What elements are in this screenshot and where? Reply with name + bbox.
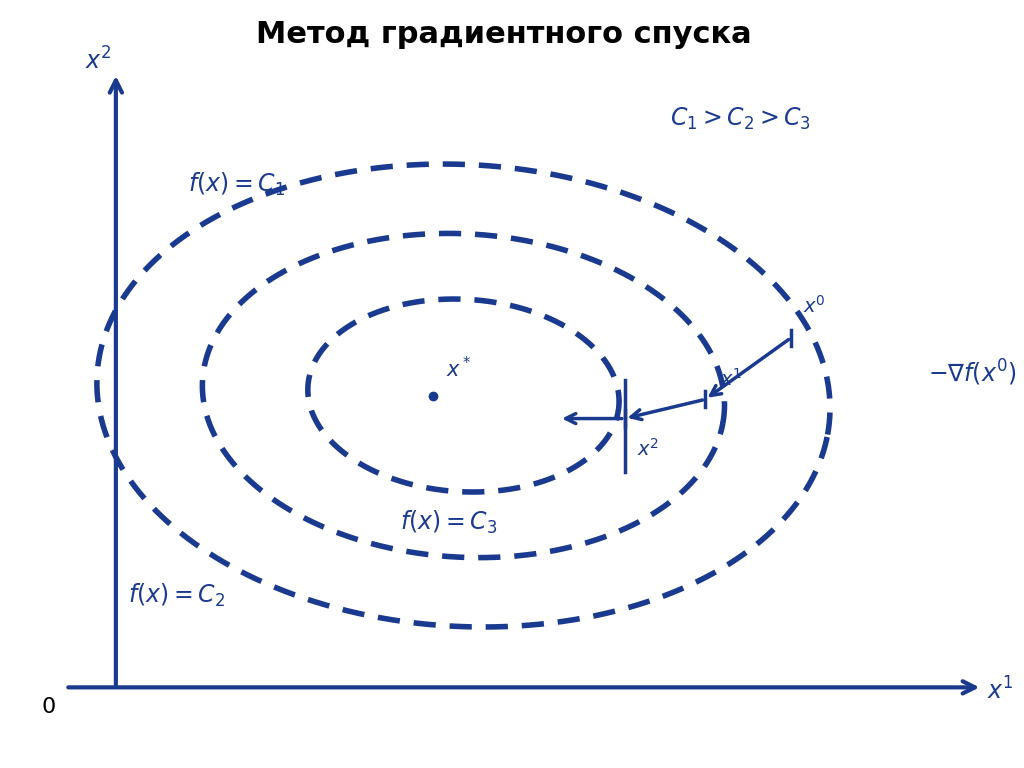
Text: $-\nabla f(x^0)$: $-\nabla f(x^0)$	[928, 357, 1017, 388]
Text: Метод градиентного спуска: Метод градиентного спуска	[256, 20, 752, 49]
Text: $x^*$: $x^*$	[445, 356, 471, 381]
Text: 0: 0	[41, 697, 55, 717]
Text: $f(x)=C_3$: $f(x)=C_3$	[399, 508, 497, 536]
Text: $x^1$: $x^1$	[987, 677, 1014, 705]
Text: $x^0$: $x^0$	[803, 294, 825, 316]
Text: $x^2$: $x^2$	[85, 48, 112, 75]
Text: $x^2$: $x^2$	[637, 438, 658, 460]
Text: $f(x)=C_1$: $f(x)=C_1$	[188, 170, 286, 198]
Text: $C_1>C_2>C_3$: $C_1>C_2>C_3$	[670, 106, 811, 132]
Text: $f(x)=C_2$: $f(x)=C_2$	[128, 581, 225, 609]
Text: $x^1$: $x^1$	[720, 368, 742, 390]
